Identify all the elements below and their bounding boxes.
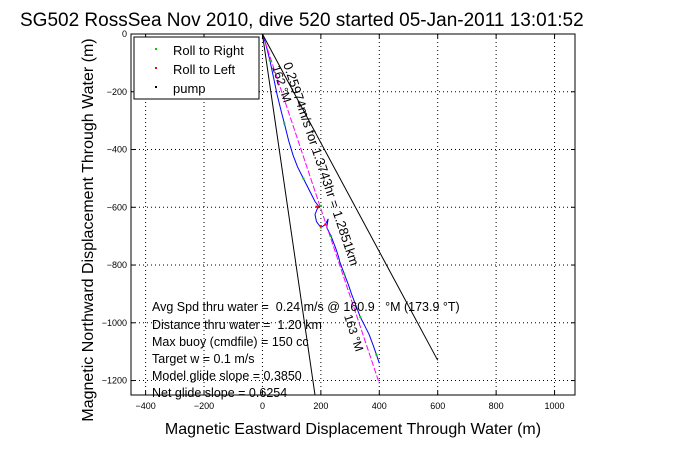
roll-left-marker [316,206,319,209]
stat-distance: Distance thru water = 1.20 km [152,318,322,332]
x-tick-label: 0 [260,401,265,411]
series-heading-bound-1 [261,34,439,361]
stat-net-glide: Net glide slope = 0.6254 [152,386,287,400]
y-tick-label: −1200 [102,376,127,386]
x-tick-label: 200 [313,401,328,411]
ticks: −400 −200 0 200 400 600 800 1000 0 −200 −400 −600 −8… [102,29,575,411]
stat-max-buoy: Max buoy (cmdfile) = 150 cc [152,335,309,349]
stat-model-glide: Model glide slope = 0.3850 [152,369,302,383]
legend-label-roll-right: Roll to Right [173,43,244,58]
roll-right-marker [268,58,271,61]
x-tick-label: 1000 [545,401,565,411]
legend-box [133,36,260,100]
y-tick-label: −600 [107,202,127,212]
legend-label-roll-left: Roll to Left [173,62,236,77]
legend-marker-roll-left [155,67,157,69]
roll-left-marker [324,223,327,226]
series-heading-bound-2 [261,34,316,395]
y-tick-label: −800 [107,260,127,270]
y-axis-label: Magnetic Northward Displacement Through … [80,38,97,421]
y-tick-label: −400 [107,145,127,155]
y-tick-label: 0 [122,29,127,39]
series-layer [261,34,439,395]
series-net-displacement [261,34,380,384]
roll-right-marker [302,177,305,180]
roll-right-marker [359,316,362,319]
x-axis-label: Magnetic Eastward Displacement Through W… [165,421,541,438]
legend-marker-roll-right [155,48,157,50]
series-track [261,34,380,364]
x-tick-label: −200 [194,401,214,411]
stat-avg-speed: Avg Spd thru water = 0.24 m/s @ 160.9 °M… [152,300,460,314]
roll-right-marker [283,122,286,125]
roll-right-marker [319,226,322,229]
roll-right-marker [375,353,378,356]
stats-block: Avg Spd thru water = 0.24 m/s @ 160.9 °M… [152,300,460,400]
x-tick-label: 800 [489,401,504,411]
legend-label-pump: pump [173,81,206,96]
roll-right-marker [319,204,322,207]
y-tick-label: −200 [107,87,127,97]
roll-right-marker [330,235,333,238]
x-tick-label: −400 [135,401,155,411]
plot-frame [130,33,576,396]
stat-target-w: Target w = 0.1 m/s [152,352,254,366]
x-tick-label: 600 [430,401,445,411]
legend: Roll to Right Roll to Left pump [133,36,260,100]
roll-left-marker [315,205,318,208]
y-tick-label: −1000 [102,318,127,328]
chart-title: SG502 RossSea Nov 2010, dive 520 started… [20,10,584,31]
roll-left-marker [319,225,322,228]
roll-right-marker [343,272,346,275]
x-tick-label: 400 [372,401,387,411]
legend-marker-pump [155,86,157,88]
